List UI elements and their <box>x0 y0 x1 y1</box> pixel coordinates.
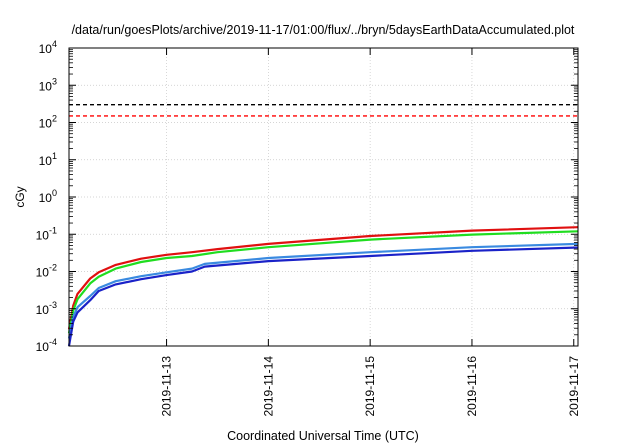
y-tick-label: 10-4 <box>36 337 57 354</box>
x-axis-ticks: 2019-11-13 2019-11-14 2019-11-15 2019-11-16… <box>160 48 581 417</box>
y-tick-label: 10-1 <box>36 225 57 242</box>
chart-title: /data/run/goesPlots/archive/2019-11-17/0… <box>72 23 575 37</box>
y-tick-label: 101 <box>39 151 57 168</box>
series-line <box>67 246 579 347</box>
y-tick-label: 104 <box>39 39 57 56</box>
y-axis-label: cGy <box>13 186 27 207</box>
y-tick-label: 102 <box>39 114 57 131</box>
x-tick-label: 2019-11-14 <box>261 356 275 417</box>
y-axis-ticks: 10-4 10-3 10-2 10-1 100 101 102 103 104 <box>36 39 578 354</box>
plot-frame <box>68 47 579 347</box>
grid <box>69 48 578 346</box>
threshold-lines <box>69 104 578 117</box>
y-tick-label: 10-3 <box>36 300 57 317</box>
y-tick-label: 103 <box>39 76 57 93</box>
x-tick-label: 2019-11-13 <box>160 356 174 417</box>
series-line <box>67 230 579 334</box>
y-tick-label: 100 <box>39 188 57 205</box>
x-axis-label: Coordinated Universal Time (UTC) <box>227 429 419 443</box>
x-tick-label: 2019-11-17 <box>567 356 581 417</box>
y-tick-label: 10-2 <box>36 263 57 280</box>
series-line <box>67 242 579 339</box>
x-tick-label: 2019-11-15 <box>363 356 377 417</box>
series-lines <box>67 226 579 347</box>
series-line <box>67 226 579 330</box>
x-tick-label: 2019-11-16 <box>465 356 479 417</box>
